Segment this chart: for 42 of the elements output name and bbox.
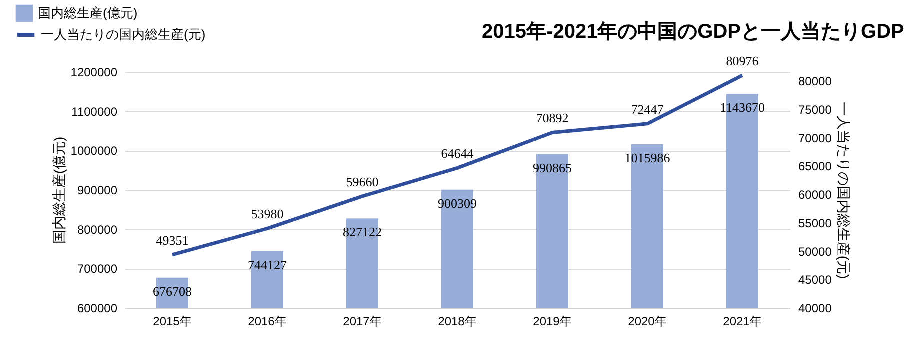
y-tick-label: 700000: [77, 262, 118, 276]
x-tick-label: 2020年: [628, 314, 667, 328]
y-tick-label: 1100000: [72, 104, 118, 119]
y2-tick-label: 40000: [798, 302, 832, 316]
y2-tick-label: 70000: [798, 131, 832, 146]
data-label: 64644: [441, 146, 474, 162]
y2-tick-label: 75000: [798, 102, 832, 117]
data-label: 900309: [438, 196, 477, 211]
y2-tick-label: 60000: [798, 188, 832, 202]
x-tick-label: 2018年: [438, 314, 477, 328]
y-tick-label: 1200000: [70, 66, 118, 80]
data-label: 1015986: [624, 150, 671, 166]
y2-tick-label: 80000: [798, 74, 832, 89]
data-label: 72447: [631, 102, 664, 117]
data-label: 70892: [536, 110, 569, 126]
data-label: 59660: [346, 174, 379, 190]
y-tick-label: 1000000: [70, 144, 118, 158]
data-label: 676708: [153, 284, 192, 299]
data-label: 49351: [156, 232, 189, 248]
data-label: 80976: [726, 54, 760, 69]
data-label: 744127: [248, 257, 288, 272]
x-tick-label: 2017年: [343, 314, 382, 328]
y2-tick-label: 65000: [798, 160, 832, 174]
y2-axis-title: 一人当たりの国内総生産(元): [836, 102, 852, 280]
y-tick-label: 900000: [77, 184, 118, 198]
data-label: 1143670: [720, 100, 766, 116]
x-tick-label: 2019年: [533, 314, 572, 328]
y-tick-label: 800000: [77, 222, 118, 237]
x-tick-label: 2016年: [248, 314, 287, 328]
y-axis-title: 国内総生産(億元): [50, 136, 67, 244]
y2-tick-label: 45000: [798, 273, 832, 288]
x-tick-label: 2021年: [723, 314, 762, 328]
data-label: 827122: [343, 224, 382, 240]
x-tick-label: 2015年: [153, 314, 192, 328]
y2-tick-label: 50000: [798, 244, 832, 259]
legend-label: 一人当たりの国内総生産(元): [41, 27, 206, 42]
data-label: 990865: [533, 160, 572, 176]
legend-label: 国内総生産(億元): [38, 6, 138, 20]
y2-tick-label: 55000: [798, 216, 832, 230]
data-label: 53980: [251, 206, 284, 222]
chart-title: 2015年-2021年の中国のGDPと一人当たりGDP: [482, 21, 904, 43]
y-tick-label: 600000: [77, 302, 118, 316]
